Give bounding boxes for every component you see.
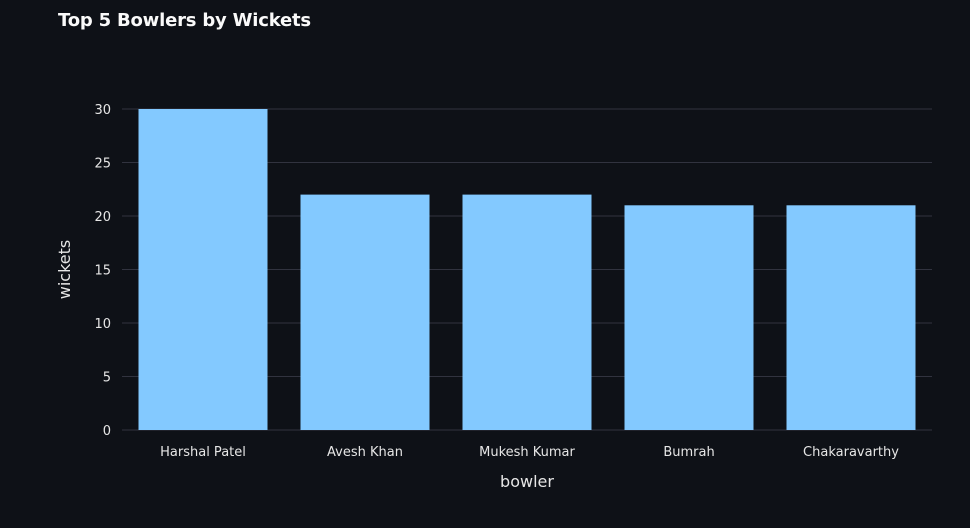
x-tick-label: Bumrah (663, 445, 714, 460)
y-tick-label: 10 (94, 317, 111, 332)
x-tick-label: Mukesh Kumar (479, 445, 575, 460)
chart-title: Top 5 Bowlers by Wickets (58, 10, 311, 31)
y-tick-label: 20 (94, 210, 111, 225)
y-tick-label: 5 (103, 371, 111, 386)
x-tick-label: Avesh Khan (327, 445, 403, 460)
bar[interactable] (462, 194, 592, 430)
bars (138, 109, 916, 430)
y-tick-labels: 0 5 10 15 20 25 30 (94, 103, 111, 439)
x-axis-title: bowler (500, 472, 554, 491)
bar[interactable] (138, 109, 268, 430)
y-tick-label: 15 (94, 264, 111, 279)
bar[interactable] (786, 205, 916, 430)
y-tick-label: 0 (103, 424, 111, 439)
x-tick-labels: Harshal Patel Avesh Khan Mukesh Kumar Bumra… (160, 445, 899, 460)
bar[interactable] (300, 194, 430, 430)
y-tick-label: 25 (94, 157, 111, 172)
bar[interactable] (624, 205, 754, 430)
y-tick-label: 30 (94, 103, 111, 118)
x-tick-label: Chakaravarthy (803, 445, 899, 460)
x-tick-label: Harshal Patel (160, 445, 246, 460)
y-axis-title: wickets (55, 240, 74, 299)
